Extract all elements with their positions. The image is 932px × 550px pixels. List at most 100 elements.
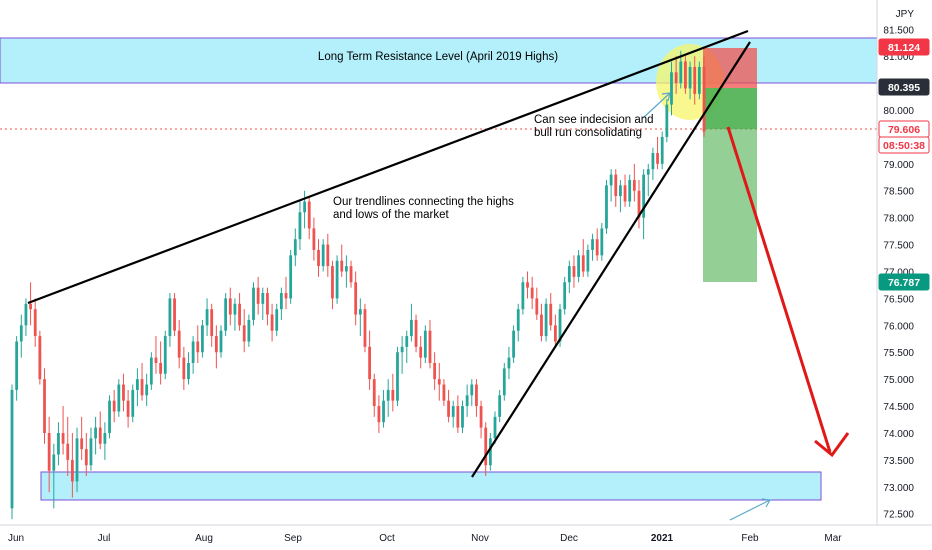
candle-body: [131, 389, 135, 417]
candle-body: [349, 266, 353, 283]
candle-body: [368, 346, 372, 380]
x-tick-label: Jun: [8, 533, 24, 544]
candle-body: [553, 325, 557, 342]
candle-body: [632, 179, 636, 191]
candle-body: [108, 400, 111, 433]
candle-body: [628, 179, 632, 202]
candle-body: [47, 432, 51, 471]
y-tick-label: 75.500: [883, 348, 914, 359]
y-tick-label: 78.500: [883, 187, 914, 198]
candle-body: [89, 438, 93, 466]
candle-body: [451, 406, 455, 417]
candle-body: [38, 336, 42, 380]
candle-body: [266, 293, 269, 315]
entry-risk-zone: [703, 88, 757, 129]
candle-body: [354, 282, 358, 315]
projection-arrow-head: [814, 432, 850, 458]
candle-body: [326, 244, 330, 267]
candle-body: [414, 319, 418, 347]
candle-body: [428, 330, 432, 363]
candle-body: [187, 363, 190, 380]
x-tick-label: Oct: [379, 533, 395, 544]
candle-body: [465, 395, 469, 407]
y-tick-label: 77.000: [883, 268, 914, 279]
candle-body: [307, 201, 311, 229]
candle-body: [66, 443, 70, 460]
candle-body: [656, 153, 659, 164]
indecision-arrow-head: [661, 92, 671, 102]
candle-body: [358, 309, 362, 315]
candle-body: [688, 66, 692, 89]
candle-body: [201, 325, 204, 353]
candle-body: [261, 293, 265, 304]
stop-loss-zone: [703, 48, 757, 88]
candle-body: [252, 287, 255, 320]
candle-body: [173, 298, 176, 331]
candle-body: [479, 406, 483, 428]
candle-body: [233, 303, 237, 315]
candle-body: [475, 384, 478, 407]
candle-body: [665, 104, 669, 137]
candle-body: [535, 298, 539, 315]
candle-body: [340, 260, 344, 272]
resistance-label: Long Term Resistance Level (April 2019 H…: [318, 51, 558, 63]
candle-body: [563, 282, 567, 310]
candle-body: [163, 336, 167, 374]
price-tag: [878, 273, 930, 291]
indecision-note-line-2: bull run consolidating: [534, 127, 642, 139]
candle-body: [149, 357, 153, 385]
candle-body: [33, 309, 37, 337]
candle-body: [507, 357, 511, 369]
candle-body: [516, 309, 520, 331]
candle-body: [270, 314, 274, 331]
candle-body: [386, 389, 390, 401]
candle-body: [52, 454, 56, 471]
price-tag-label: 81.124: [888, 42, 920, 54]
candle-body: [377, 406, 381, 423]
candle-body: [470, 384, 474, 396]
candle-body: [572, 266, 576, 277]
candle-body: [595, 239, 599, 256]
price-tag-label: 08:50:38: [883, 140, 925, 152]
lower-trendline: [471, 41, 751, 478]
candle-body: [103, 432, 107, 444]
candle-body: [145, 384, 149, 396]
y-tick-label: 75.000: [883, 375, 914, 386]
candle-body: [159, 363, 163, 374]
candle-body: [331, 266, 334, 299]
price-tag: [878, 38, 930, 56]
candle-body: [98, 427, 102, 444]
candle-body: [303, 201, 306, 213]
candle-body: [94, 427, 97, 439]
candle-body: [382, 400, 385, 423]
candle-body: [405, 336, 409, 347]
y-tick-label: 76.500: [883, 294, 914, 305]
candle-body: [335, 260, 339, 299]
candle-body: [391, 389, 395, 401]
candle-body: [461, 406, 464, 428]
trendlines-note-line-1: Our trendlines connecting the highs: [333, 196, 514, 208]
candle-body: [623, 185, 627, 202]
price-tag: [878, 78, 930, 96]
candle-body: [293, 239, 297, 256]
y-tick-label: 81.000: [883, 52, 914, 63]
x-tick-labels: Jun Jul Aug Sep Oct Nov Dec 2021 Feb Mar: [8, 533, 842, 544]
candle-body: [410, 319, 413, 337]
candle-body: [363, 309, 367, 347]
candle-body: [312, 228, 316, 250]
candle-body: [442, 384, 446, 401]
candle-body: [317, 249, 320, 267]
candle-body: [321, 244, 325, 267]
trendlines-note-line-2: and lows of the market: [333, 209, 450, 221]
candle-body: [609, 174, 613, 186]
candle-body: [642, 174, 646, 218]
price-tag-label: 79.606: [888, 124, 920, 136]
candle-body: [400, 346, 404, 353]
candle-body: [521, 282, 525, 310]
candle-body: [544, 303, 548, 337]
candle-body: [502, 368, 506, 396]
candle-body: [498, 395, 502, 417]
candle-body: [75, 438, 79, 482]
candle-body: [177, 330, 181, 358]
